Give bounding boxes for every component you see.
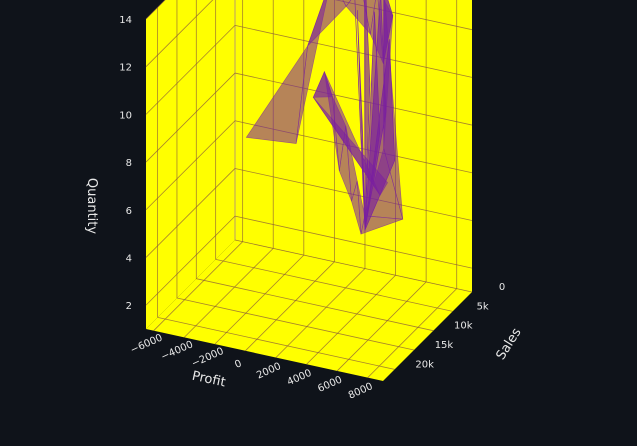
z-axis-title: Quantity xyxy=(84,178,99,234)
z-gridline-left-wall xyxy=(145,72,236,163)
x-gridline-floor xyxy=(183,248,274,338)
z-gridline-left-wall xyxy=(145,168,236,258)
mesh-triangle xyxy=(354,0,366,231)
y-tick-label: 15k xyxy=(435,340,454,351)
mesh-triangle xyxy=(364,39,396,231)
y-tick-label: 0 xyxy=(499,282,505,293)
y-gridline-floor xyxy=(234,239,473,293)
x-tick-label: 0 xyxy=(233,358,243,371)
y-gridline-floor xyxy=(215,258,453,312)
z-tick-label: 14 xyxy=(119,15,132,26)
x-tick-label: 6000 xyxy=(316,374,344,394)
y-gridline-floor xyxy=(157,317,395,370)
z-tick-label: 12 xyxy=(119,63,132,74)
x-gridline-floor xyxy=(306,274,396,365)
z-gridline-left-wall xyxy=(145,215,236,306)
z-tick-label: 10 xyxy=(119,110,132,121)
z-gridline-left-wall xyxy=(145,0,214,67)
z-tick-label: 2 xyxy=(126,301,132,312)
z-tick-label: 4 xyxy=(126,253,132,264)
y-tick-label: 5k xyxy=(477,301,489,312)
x-tick-label: 4000 xyxy=(286,368,314,388)
mesh-triangle xyxy=(342,0,352,7)
z-gridline-right-wall xyxy=(234,72,473,126)
x-axis-title: Profit xyxy=(191,369,227,391)
y-gridline-floor xyxy=(196,278,434,332)
left-wall-plane xyxy=(146,0,235,329)
x-tick-label: 8000 xyxy=(347,381,375,401)
x-gridline-floor xyxy=(367,288,457,378)
y-tick-label: 20k xyxy=(415,359,434,370)
z-tick-label: 8 xyxy=(126,158,132,169)
x-gridline-floor xyxy=(214,254,305,345)
z-gridline-right-wall xyxy=(234,215,473,269)
x-tick-label: 2000 xyxy=(255,361,283,381)
z-gridline-right-wall xyxy=(234,24,473,78)
z-gridline-left-wall xyxy=(145,0,166,20)
x-gridline-floor xyxy=(275,268,366,358)
y-axis-title: Sales xyxy=(494,325,525,362)
z-gridline-left-wall xyxy=(145,120,236,211)
x-gridline-floor xyxy=(336,281,427,372)
x-tick-label: −2000 xyxy=(190,346,225,370)
z-tick-label: 6 xyxy=(126,206,132,217)
y-tick-label: 10k xyxy=(454,321,473,332)
floor-plane xyxy=(146,240,472,381)
x-gridline-floor xyxy=(153,241,243,331)
y-gridline-floor xyxy=(176,297,415,351)
x-gridline-floor xyxy=(245,261,335,352)
mesh-triangle xyxy=(364,0,371,231)
mesh-triangle xyxy=(307,0,347,47)
mesh-triangle xyxy=(357,10,366,231)
mesh-surface xyxy=(245,0,404,235)
z-gridline-left-wall xyxy=(145,25,236,115)
